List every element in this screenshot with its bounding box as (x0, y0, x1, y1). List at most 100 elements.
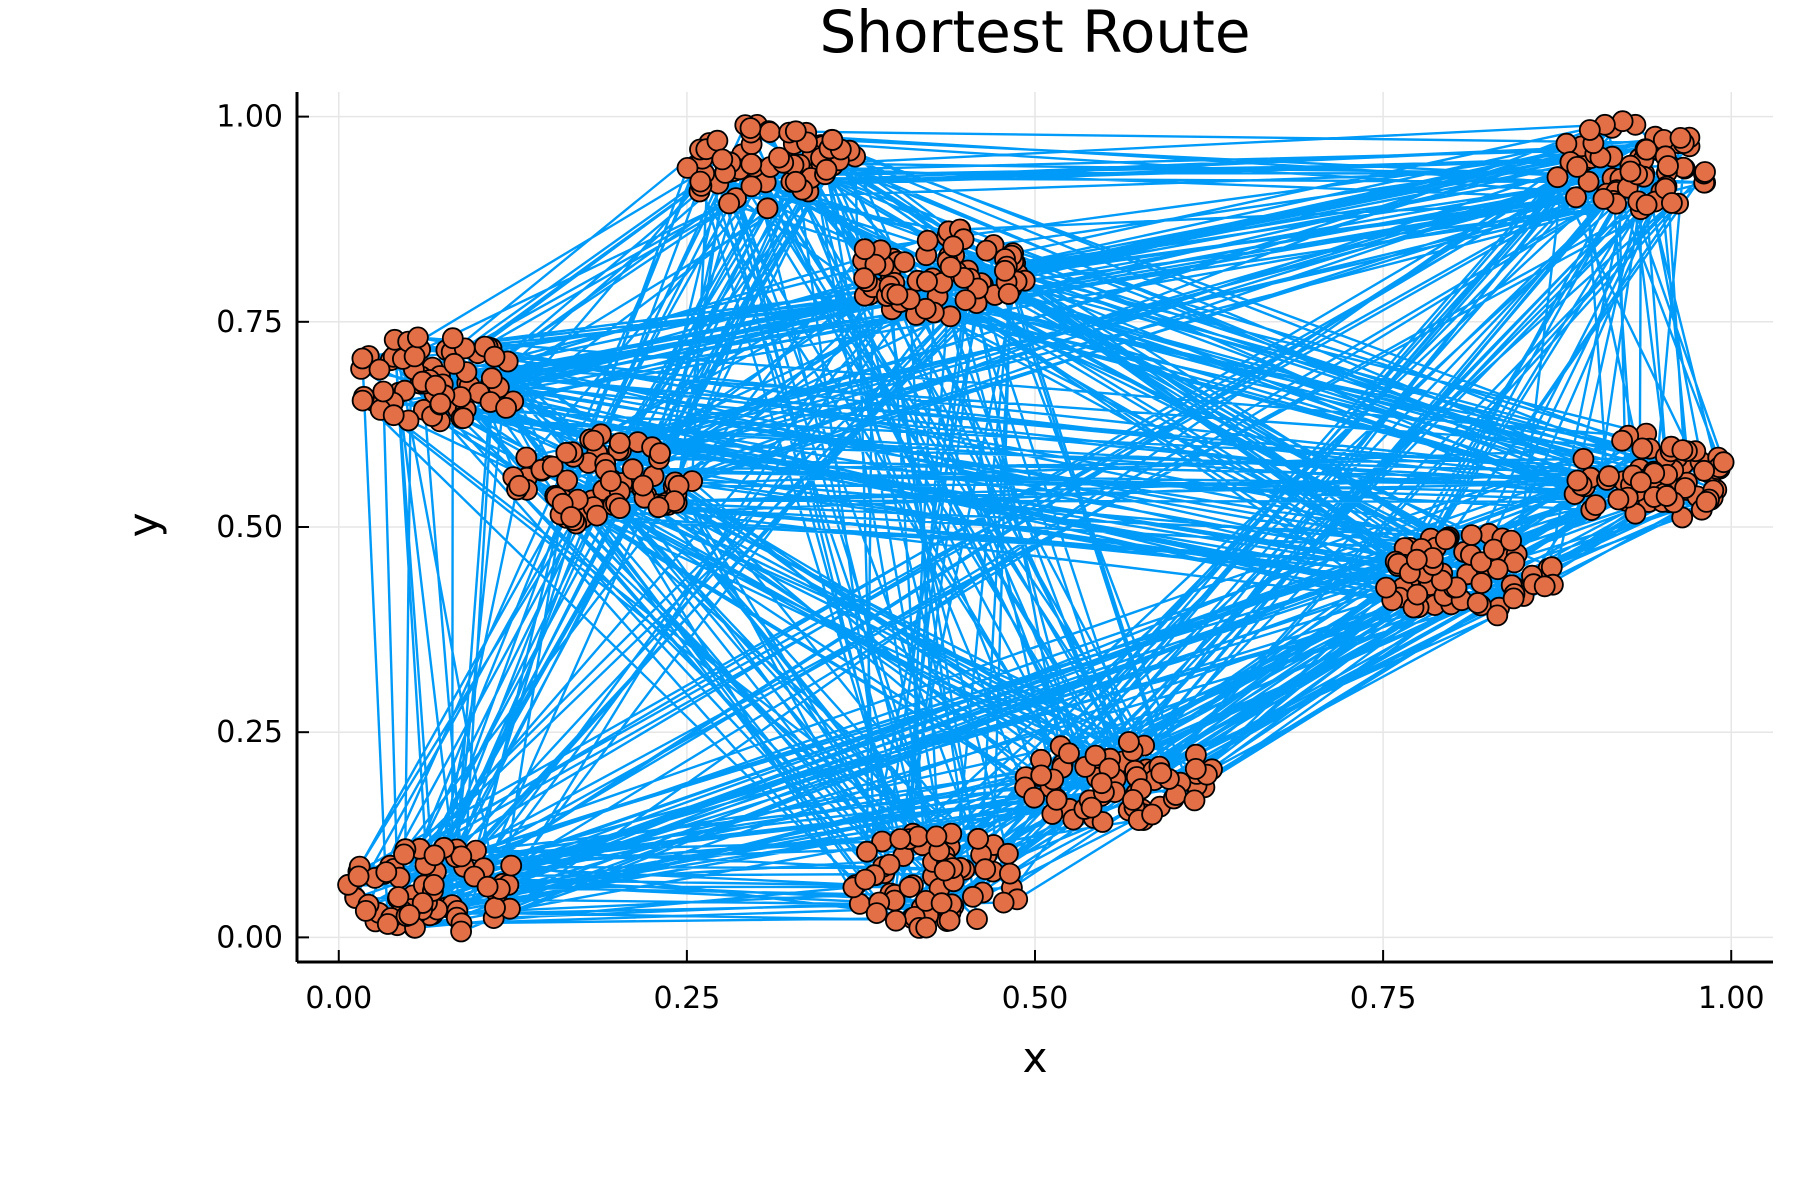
y-tick-label: 1.00 (216, 100, 283, 135)
route-point (933, 859, 956, 882)
route-point (484, 896, 506, 919)
y-tick-label: 0.75 (216, 305, 283, 340)
route-points (337, 110, 1735, 943)
route-point (1460, 524, 1483, 546)
route-point (974, 858, 997, 881)
route-point (1023, 786, 1045, 809)
route-point (480, 367, 503, 390)
route-point (443, 352, 466, 375)
route-point (403, 345, 426, 368)
route-point (925, 825, 948, 848)
route-point (706, 129, 729, 152)
route-point (1695, 490, 1718, 513)
route-point (784, 120, 807, 143)
route-point (586, 504, 608, 527)
route-point (1694, 161, 1716, 183)
route-point (1555, 132, 1578, 155)
route-point (608, 432, 631, 454)
route-point (1712, 451, 1735, 474)
route-point (954, 289, 977, 312)
route-point (406, 326, 429, 349)
route-point (1546, 166, 1569, 189)
route-point (997, 283, 1020, 305)
route-point (1122, 789, 1144, 811)
route-point (1565, 186, 1587, 209)
route-point (599, 470, 622, 493)
route-point (1030, 764, 1053, 787)
route-point (942, 235, 965, 258)
route-point (1607, 488, 1630, 511)
route-point (1091, 811, 1114, 833)
route-point (424, 374, 447, 397)
route-point (854, 868, 877, 891)
route-point (1592, 187, 1615, 210)
route-point (907, 825, 929, 848)
route-point (853, 267, 875, 290)
route-point (382, 404, 405, 427)
route-point (1533, 575, 1556, 598)
route-point (992, 891, 1015, 914)
route-point (515, 446, 538, 469)
route-point (1693, 459, 1715, 482)
route-point (1118, 731, 1140, 753)
route-point (1470, 551, 1492, 574)
route-point (1500, 529, 1522, 552)
route-point (476, 875, 499, 898)
route-point (483, 345, 506, 368)
route-point (1635, 193, 1658, 216)
route-point (1657, 155, 1679, 177)
route-point (1184, 758, 1207, 780)
route-point (647, 496, 670, 519)
x-axis-label: x (1023, 1033, 1048, 1082)
route-point (740, 153, 763, 175)
route-point (718, 192, 740, 215)
route-point (997, 842, 1019, 865)
route-point (1584, 494, 1607, 517)
route-point (930, 892, 953, 915)
y-axis-label: y (119, 513, 168, 538)
route-point (1669, 126, 1692, 149)
route-point (853, 238, 876, 261)
route-point (1045, 788, 1068, 811)
route-point (560, 506, 583, 528)
route-point (966, 908, 988, 930)
route-point (1084, 744, 1107, 767)
route-point (1611, 429, 1633, 452)
route-point (441, 327, 464, 350)
route-point (354, 900, 377, 922)
route-point (500, 854, 523, 877)
route-point (375, 861, 398, 883)
route-point (541, 455, 564, 478)
route-point (1674, 477, 1696, 499)
route-point (368, 358, 391, 381)
route-point (898, 876, 921, 898)
route-point (768, 146, 790, 169)
route-point (1671, 439, 1694, 462)
route-point (555, 441, 578, 464)
route-point (1577, 170, 1600, 193)
route-point (758, 121, 781, 144)
route-point (916, 229, 939, 252)
route-point (608, 497, 631, 520)
route-point (1631, 437, 1654, 460)
route-point (347, 865, 370, 888)
route-point (740, 175, 763, 198)
route-point (1080, 796, 1103, 819)
route-point (351, 347, 374, 370)
route-point (422, 874, 445, 896)
route-point (886, 283, 909, 306)
route-point (621, 458, 644, 481)
route-point (821, 129, 844, 151)
route-point (1572, 447, 1595, 470)
route-point (1566, 469, 1589, 492)
route-point (1578, 119, 1601, 141)
chart-title: Shortest Route (819, 0, 1250, 66)
route-point (1635, 138, 1658, 161)
route-point (739, 117, 762, 140)
route-point (856, 840, 878, 863)
axes: 0.00 0.25 0.50 0.75 1.00 0.00 0.25 0.50 0.75 1.00 (216, 92, 1773, 1016)
route-point (1058, 742, 1080, 765)
x-tick-label: 1.00 (1698, 981, 1765, 1016)
route-point (1406, 583, 1429, 606)
